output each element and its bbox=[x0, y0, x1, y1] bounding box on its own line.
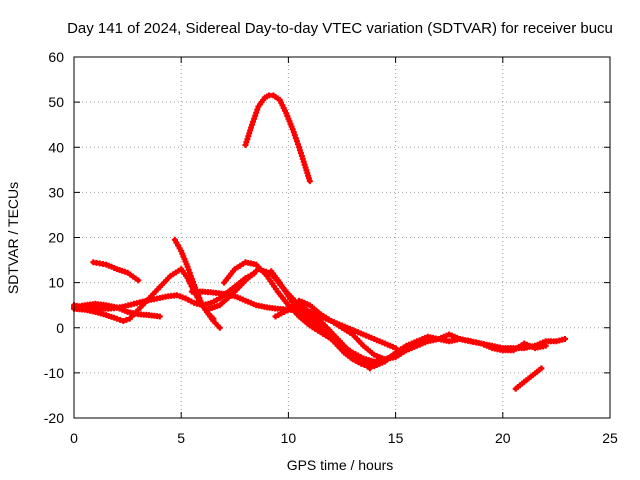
series-markers bbox=[512, 365, 545, 392]
y-tick-label: 30 bbox=[48, 184, 64, 200]
y-axis-label: SDTVAR / TECUs bbox=[5, 182, 21, 294]
y-tick-label: 10 bbox=[48, 275, 64, 291]
y-tick-label: 20 bbox=[48, 230, 64, 246]
series-markers bbox=[242, 92, 313, 185]
series-sat-e bbox=[90, 259, 142, 284]
series-markers bbox=[90, 259, 142, 284]
axis-ticks: 0 5 10 15 20 25 -20 -10 0 10 20 30 40 50 60 bbox=[44, 49, 618, 446]
y-tick-label: 60 bbox=[48, 49, 64, 65]
series-sat-l bbox=[296, 297, 568, 363]
series-line bbox=[243, 93, 313, 184]
y-tick-label: 0 bbox=[56, 320, 64, 336]
y-tick-label: -10 bbox=[44, 365, 64, 381]
data-series bbox=[71, 92, 568, 392]
y-tick-label: -20 bbox=[44, 410, 64, 426]
series-markers bbox=[296, 297, 568, 363]
x-tick-label: 20 bbox=[495, 430, 511, 446]
grid bbox=[74, 57, 610, 418]
x-tick-label: 25 bbox=[602, 430, 618, 446]
series-sat-a bbox=[242, 92, 313, 185]
y-tick-label: 40 bbox=[48, 139, 64, 155]
x-tick-label: 15 bbox=[388, 430, 404, 446]
x-tick-label: 10 bbox=[281, 430, 297, 446]
chart-title: Day 141 of 2024, Sidereal Day-to-day VTE… bbox=[67, 20, 613, 37]
y-tick-label: 50 bbox=[48, 94, 64, 110]
x-axis-label: GPS time / hours bbox=[287, 457, 394, 473]
x-tick-label: 5 bbox=[177, 430, 185, 446]
series-sat-m bbox=[512, 365, 545, 392]
x-tick-label: 0 bbox=[70, 430, 78, 446]
